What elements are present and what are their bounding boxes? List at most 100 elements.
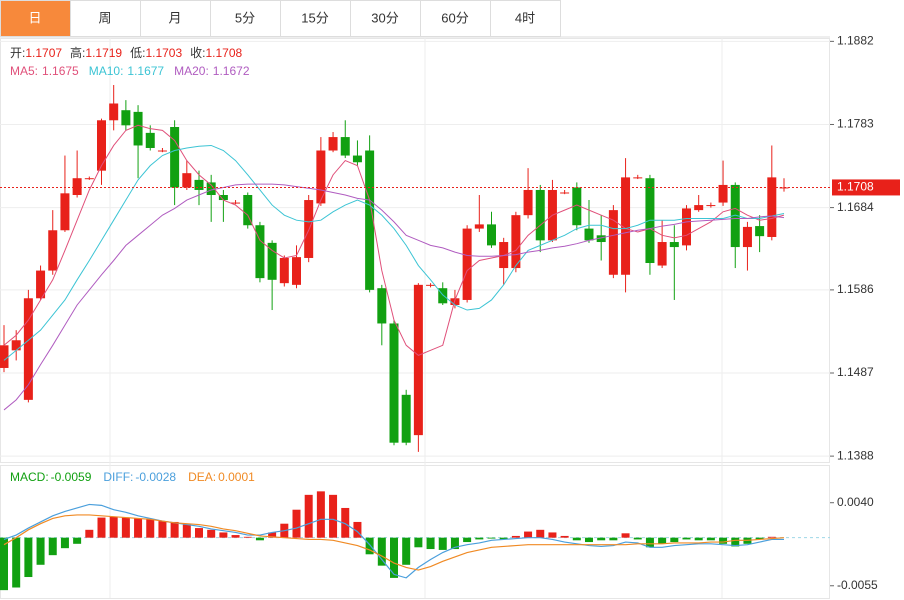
macd-bar <box>219 532 228 538</box>
candle-body <box>560 192 570 194</box>
tab-label[interactable]: 5分 <box>235 10 255 25</box>
macd-line <box>3 514 785 571</box>
candle-body <box>340 137 350 156</box>
candle-body <box>292 257 301 285</box>
tab-label[interactable]: 月 <box>168 10 181 25</box>
candle-body <box>438 288 448 304</box>
tab[interactable] <box>490 0 561 37</box>
macd-bar <box>524 531 533 538</box>
tab-label[interactable]: 15分 <box>301 10 328 25</box>
candle-body <box>328 137 338 151</box>
macd-bar <box>60 537 69 549</box>
candle-body <box>72 178 82 196</box>
macd-bar <box>585 537 593 543</box>
macd-bar <box>755 537 764 540</box>
macd-bar <box>231 535 240 538</box>
macd-bar <box>0 537 8 591</box>
macd-bar <box>109 516 118 538</box>
tab[interactable] <box>210 0 281 37</box>
macd-bar <box>243 536 252 538</box>
y-tick-label: 1.1684 <box>837 200 874 214</box>
ma-line <box>3 124 785 356</box>
legend-value: -0.0059 <box>51 470 92 484</box>
candle-body <box>657 242 667 266</box>
legend-label: DIFF: <box>103 470 133 484</box>
macd-bar <box>450 537 459 550</box>
candle-body <box>487 224 496 246</box>
candle-body <box>426 284 436 286</box>
legend-value: -0.0028 <box>135 470 176 484</box>
candle-body <box>742 226 752 248</box>
candle-body <box>84 178 94 180</box>
candle-body <box>535 189 545 241</box>
legend-value: 1.1719 <box>85 46 122 60</box>
macd-bar <box>146 519 155 538</box>
y-tick-label: -0.0055 <box>837 578 878 592</box>
candle-body <box>401 394 411 443</box>
macd-bar <box>195 528 203 538</box>
candle-body <box>36 270 46 299</box>
legend-value: 1.1703 <box>145 46 182 60</box>
macd-line <box>3 503 784 579</box>
macd-bar <box>134 518 143 538</box>
legend-value: 0.0001 <box>218 470 255 484</box>
candle-body <box>669 242 679 248</box>
candle-body <box>621 177 631 275</box>
macd-bar <box>560 535 569 538</box>
tab-label[interactable]: 周 <box>98 10 111 25</box>
legend-label: MA20: <box>174 64 209 78</box>
macd-bar <box>121 517 130 538</box>
price-panel <box>0 38 830 463</box>
macd-panel <box>0 465 830 599</box>
macd-bar <box>353 521 362 538</box>
macd-bar <box>731 537 740 547</box>
macd-bar <box>475 537 484 540</box>
macd-bar <box>73 537 82 544</box>
macd-bar <box>402 537 411 565</box>
candle-body <box>706 205 716 207</box>
macd-bar <box>268 532 277 538</box>
candle-body <box>474 224 484 229</box>
candle-body <box>377 288 387 324</box>
last-price-tag <box>832 179 900 196</box>
macd-bar <box>426 537 435 550</box>
tab-label[interactable]: 4时 <box>515 10 535 25</box>
candle-body <box>121 110 131 126</box>
macd-bar <box>85 529 94 538</box>
tab-label[interactable]: 60分 <box>441 10 468 25</box>
macd-bar <box>36 537 45 565</box>
legend-value: 1.1707 <box>25 46 62 60</box>
candle-body <box>170 126 180 188</box>
tab-label[interactable]: 30分 <box>371 10 398 25</box>
macd-bar <box>621 533 630 538</box>
candle-body <box>231 202 241 204</box>
legend-value: 1.1675 <box>42 64 79 78</box>
legend-label: 开: <box>10 46 25 60</box>
y-tick-label: 1.1388 <box>837 448 874 462</box>
ohlc-legend: 开:1.1707 高:1.1719 低:1.1703 收:1.1708 <box>10 45 243 60</box>
tab-label[interactable]: 日 <box>28 10 41 25</box>
macd-bar <box>97 517 106 538</box>
legend-label: DEA: <box>188 470 216 484</box>
candle-body <box>511 215 521 269</box>
candle-body <box>145 132 155 148</box>
macd-bar <box>182 524 191 538</box>
candle-body <box>48 230 58 271</box>
candle-body <box>243 195 253 226</box>
candle-body <box>584 228 594 241</box>
candle-body <box>267 242 277 280</box>
tab[interactable] <box>420 0 491 37</box>
y-tick-label: 1.1783 <box>837 117 874 131</box>
candle-body <box>682 208 691 246</box>
candle-body <box>596 235 606 243</box>
last-price-label: 1.1708 <box>837 180 874 194</box>
candle-body <box>316 150 326 204</box>
macd-bar <box>207 529 216 538</box>
candle-body <box>365 150 375 290</box>
tab[interactable] <box>0 0 71 37</box>
macd-bar <box>377 537 386 566</box>
candle-body <box>413 284 423 436</box>
macd-bar <box>170 521 179 538</box>
legend-label: 低: <box>130 46 145 60</box>
macd-bar <box>158 521 167 538</box>
